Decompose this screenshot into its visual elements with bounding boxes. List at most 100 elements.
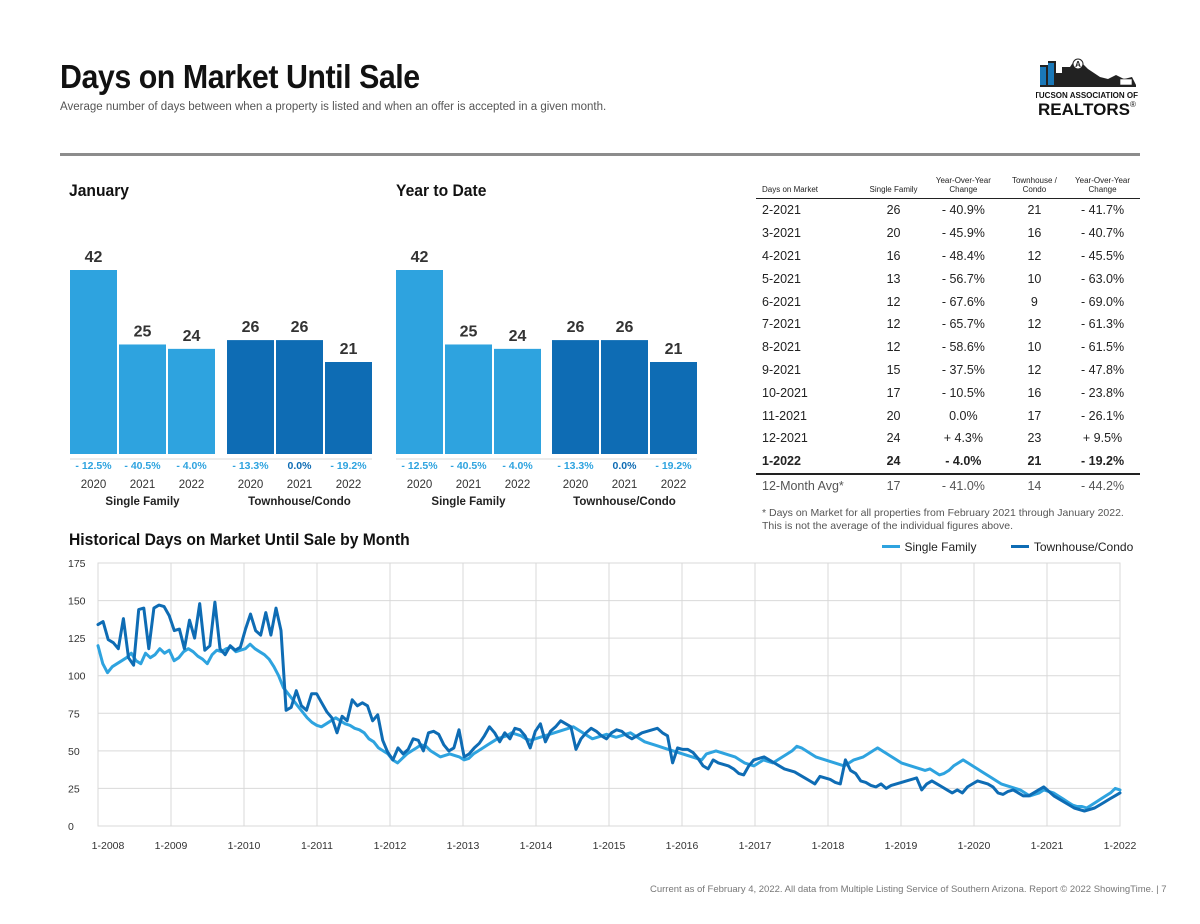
bar-value-label: 21 (665, 341, 683, 358)
bar-charts: 42 - 12.5% 2020 25 - 40.5% 2021 24 - 4.0% 2022 Si… (70, 249, 697, 508)
table-cell: 11-2021 (762, 408, 807, 423)
table-cell: - 48.4% (941, 248, 985, 263)
table-cell: 0.0% (949, 408, 978, 423)
table-cell: + 4.3% (943, 431, 983, 446)
table-cell: 10-2021 (762, 385, 808, 400)
bar-year-label: 2020 (238, 479, 264, 491)
bar-value-label: 26 (616, 319, 634, 336)
bar-change-label: - 40.5% (450, 460, 487, 472)
table-cell: 10 (1027, 340, 1042, 355)
legend: Single Family Townhouse/Condo (882, 538, 1133, 556)
bar-group-label: Single Family (105, 496, 180, 508)
x-tick-label: 1-2014 (520, 840, 553, 852)
table-cell: 14 (1027, 478, 1042, 493)
historical-line-chart: 0 25 50 75 100 125 150 175 1-2008 1-2009 1-2010 1-2… (68, 558, 1137, 852)
bar-value-label: 42 (85, 249, 103, 266)
table-row: 8-2021 12 - 58.6% 10 - 61.5% (756, 336, 1140, 359)
table-row: 2-2021 26 - 40.9% 21 - 41.7% (756, 199, 1140, 222)
series-line-townhouse (96, 600, 1122, 813)
table-cell: 12 (886, 294, 901, 309)
page-subtitle: Average number of days between when a pr… (60, 101, 607, 113)
bar (227, 340, 274, 454)
table-cell: 16 (1027, 385, 1042, 400)
table-cell: 17 (1027, 408, 1042, 423)
bar (650, 362, 697, 454)
table-cell: - 63.0% (1081, 271, 1125, 286)
table-cell: 12 (1027, 317, 1042, 332)
y-tick-label: 25 (68, 783, 80, 795)
table-cell: 12-2021 (762, 431, 808, 446)
x-tick-label: 1-2017 (739, 840, 772, 852)
x-tick-label: 1-2012 (374, 840, 407, 852)
y-tick-label: 150 (68, 596, 86, 608)
table-header: Single Family (864, 176, 924, 199)
table-cell: 17 (886, 478, 901, 493)
table-cell: 21 (1027, 203, 1042, 218)
logo-registered-mark: ® (1130, 100, 1136, 109)
table-row: 9-2021 15 - 37.5% 12 - 47.8% (756, 359, 1140, 382)
table-cell: 24 (864, 449, 924, 475)
bar-change-label: - 40.5% (124, 460, 161, 472)
x-tick-label: 1-2010 (228, 840, 261, 852)
table-cell: - 4.0% (923, 449, 1004, 475)
table-cell: - 61.5% (1081, 340, 1125, 355)
bar-year-label: 2021 (130, 479, 156, 491)
table-cell: 24 (886, 431, 901, 446)
table-cell: 9-2021 (762, 362, 801, 377)
table-footnote: * Days on Market for all properties from… (762, 507, 1124, 532)
table-row: 6-2021 12 - 67.6% 9 - 69.0% (756, 290, 1140, 313)
bar-value-label: 42 (411, 249, 429, 266)
bar-group-label: Townhouse/Condo (573, 496, 676, 508)
table-cell: 20 (886, 226, 901, 241)
table-cell: 16 (1027, 226, 1042, 241)
bar-change-label: - 13.3% (557, 460, 594, 472)
table-row: 5-2021 13 - 56.7% 10 - 63.0% (756, 267, 1140, 290)
bar-year-label: 2021 (612, 479, 638, 491)
bar-value-label: 21 (340, 341, 358, 358)
table-cell: - 19.2% (1065, 449, 1140, 475)
x-tick-label: 1-2013 (447, 840, 480, 852)
bar-change-label: 0.0% (288, 460, 313, 472)
table-cell: 26 (886, 203, 901, 218)
logo-text-line2: REALTORS (1038, 100, 1130, 119)
table-cell: 21 (1003, 449, 1066, 475)
table-row: 4-2021 16 - 48.4% 12 - 45.5% (756, 245, 1140, 268)
x-tick-label: 1-2019 (885, 840, 918, 852)
table-header: Year-Over-Year Change (1065, 176, 1140, 199)
table-cell: 2-2021 (762, 203, 801, 218)
table-cell: - 40.7% (1081, 226, 1125, 241)
bar-change-label: - 4.0% (176, 460, 207, 472)
ytd-chart-title: Year to Date (396, 181, 487, 200)
x-tick-label: 1-2009 (155, 840, 188, 852)
table-row: 3-2021 20 - 45.9% 16 - 40.7% (756, 222, 1140, 245)
bar (552, 340, 599, 454)
table-cell: - 40.9% (941, 203, 985, 218)
x-tick-label: 1-2022 (1104, 840, 1137, 852)
bar-change-label: - 4.0% (502, 460, 533, 472)
table-cell: 15 (886, 362, 901, 377)
table-cell: - 10.5% (941, 385, 985, 400)
table-row: 12-Month Avg* 17 - 41.0% 14 - 44.2% (756, 474, 1140, 498)
bar-year-label: 2021 (287, 479, 313, 491)
bar-year-label: 2022 (336, 479, 362, 491)
skyline-logo-icon: A TUCSON ASSOCIATION OF REALTORS ® (1034, 58, 1138, 119)
y-tick-label: 50 (68, 746, 80, 758)
bar-year-label: 2020 (407, 479, 433, 491)
table-cell: - 56.7% (941, 271, 985, 286)
bar-value-label: 26 (242, 319, 260, 336)
table-cell: 4-2021 (762, 248, 801, 263)
plot-frame (97, 562, 1121, 827)
logo-letter: A (1075, 60, 1081, 69)
legend-label-single-family: Single Family (904, 540, 977, 554)
table-cell: 1-2022 (756, 449, 865, 475)
table-header-row: Days on Market Single Family Year-Over-Y… (756, 176, 1140, 199)
bar-value-label: 25 (134, 323, 152, 340)
x-tick-label: 1-2015 (593, 840, 626, 852)
y-tick-label: 0 (68, 821, 74, 833)
x-tick-label: 1-2020 (958, 840, 991, 852)
table-cell: 5-2021 (762, 271, 801, 286)
bar (119, 344, 166, 454)
y-tick-label: 75 (68, 708, 80, 720)
table-cell: 12 (886, 317, 901, 332)
bar (494, 348, 541, 454)
